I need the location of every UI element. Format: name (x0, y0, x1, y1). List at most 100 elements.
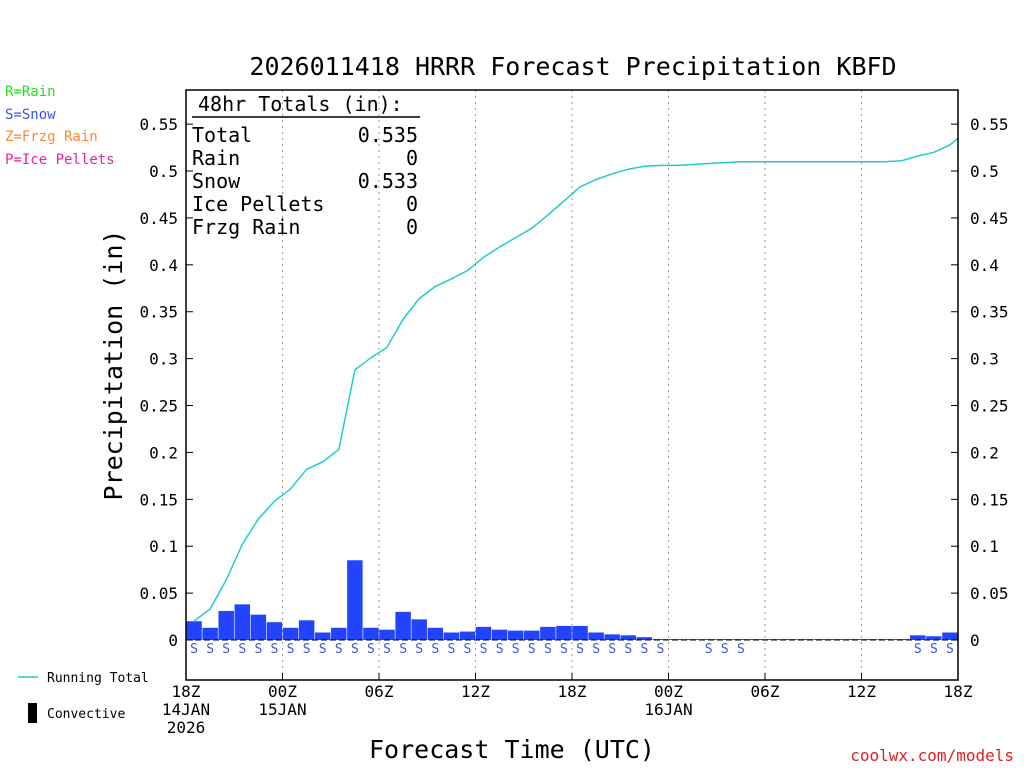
snow-marker: S (415, 642, 423, 657)
totals-row-value: 0 (406, 192, 418, 216)
totals-row-value: 0.533 (358, 169, 418, 193)
precip-bar (202, 627, 218, 640)
snow-marker: S (238, 642, 246, 657)
snow-marker: S (447, 642, 455, 657)
precip-bar (652, 639, 669, 640)
snow-marker: S (287, 642, 295, 657)
y-tick-label: 0.15 (970, 490, 1009, 509)
precip-bar (797, 639, 813, 640)
snow-marker: S (335, 642, 343, 657)
precip-bar (910, 635, 926, 640)
totals-row-label: Rain (192, 146, 240, 170)
y-tick-label: 0.3 (149, 350, 178, 369)
snow-marker: S (496, 642, 504, 657)
precip-type-legend: R=Rain S=Snow Z=Frzg Rain P=Ice Pellets (5, 84, 115, 168)
y-tick-label: 0.15 (139, 490, 178, 509)
snow-marker: S (190, 642, 198, 657)
snow-marker: S (528, 642, 536, 657)
precip-bar (282, 627, 299, 640)
precip-bar (942, 632, 958, 640)
precip-bar (314, 632, 331, 640)
x-tick-label: 18Z (558, 682, 587, 701)
precip-bar (266, 622, 283, 640)
precip-bar (186, 621, 202, 640)
x-tick-label: 2026 (167, 718, 206, 737)
y-tick-label: 0.55 (139, 115, 178, 134)
snow-marker: S (271, 642, 279, 657)
snow-marker: S (640, 642, 648, 657)
snow-marker: S (576, 642, 584, 657)
precip-bar (717, 639, 733, 640)
precip-bar (524, 630, 540, 640)
precip-bar (379, 629, 395, 640)
y-tick-label: 0.35 (970, 303, 1009, 322)
precip-bar (588, 632, 604, 640)
snow-marker: S (657, 642, 665, 657)
y-tick-label: 0.45 (970, 209, 1009, 228)
x-tick-label: 12Z (847, 682, 876, 701)
snow-marker: S (222, 642, 230, 657)
precip-bar (572, 625, 588, 640)
snow-marker: S (431, 642, 439, 657)
precip-bar (926, 636, 942, 640)
y-tick-label: 0.05 (970, 584, 1009, 603)
snow-marker: S (544, 642, 552, 657)
convective-legend-swatch (28, 703, 37, 723)
y-tick-label: 0 (168, 631, 178, 650)
precip-bar (443, 632, 460, 640)
precip-bar (877, 639, 894, 640)
legend-ice-pellets: P=Ice Pellets (5, 152, 115, 168)
x-tick-label: 18Z (172, 682, 201, 701)
x-tick-label: 06Z (365, 682, 394, 701)
snow-marker: S (721, 642, 729, 657)
precip-bar (234, 604, 251, 640)
precip-bar (556, 625, 572, 640)
x-tick-label: 14JAN (162, 700, 210, 719)
series-legend: Running Total Convective (18, 671, 149, 723)
credit-text: coolwx.com/models (850, 746, 1014, 765)
precip-bar (620, 635, 637, 640)
snow-marker: S (464, 642, 472, 657)
snow-marker: S (399, 642, 407, 657)
x-tick-label: 15JAN (258, 700, 306, 719)
totals-row-label: Snow (192, 169, 241, 193)
precip-bar (218, 610, 234, 640)
snow-marker: S (303, 642, 311, 657)
y-tick-label: 0.05 (139, 584, 178, 603)
snow-marker: S (383, 642, 391, 657)
precip-bar (861, 639, 878, 640)
legend-rain: R=Rain (5, 84, 56, 100)
precip-bar (604, 634, 620, 640)
totals-heading: 48hr Totals (in): (198, 92, 403, 116)
snow-marker: S (367, 642, 375, 657)
running-total-line (193, 137, 959, 622)
totals-row-label: Ice Pellets (192, 192, 324, 216)
snow-marker: S (914, 642, 922, 657)
x-tick-label: 16JAN (644, 700, 692, 719)
y-tick-label: 0.25 (970, 397, 1009, 416)
precip-bar (427, 627, 444, 640)
y-axis-ticks: 0 00.05 0.050.1 0.10.15 0.150.2 0.20.25 0.250.… (139, 115, 1008, 650)
totals-row-value: 0 (406, 215, 418, 239)
y-tick-label: 0.5 (970, 162, 999, 181)
convective-legend-label: Convective (47, 707, 125, 722)
x-tick-label: 12Z (461, 682, 490, 701)
precip-bar (363, 627, 379, 640)
snow-marker: S (608, 642, 616, 657)
y-tick-label: 0.1 (149, 537, 178, 556)
totals-box: 48hr Totals (in): Total 0.535 Rain 0 Sno… (192, 92, 420, 239)
snow-marker: S (705, 642, 713, 657)
vertical-gridlines (282, 90, 862, 680)
y-tick-label: 0.25 (139, 397, 178, 416)
precip-bar (540, 626, 556, 640)
legend-frzg-rain: Z=Frzg Rain (5, 129, 98, 145)
precip-bar (636, 637, 653, 640)
totals-row-label: Total (192, 123, 252, 147)
y-tick-label: 0.2 (970, 443, 999, 462)
totals-row-value: 0.535 (358, 123, 418, 147)
running-total-legend-label: Running Total (47, 671, 149, 686)
x-axis-label: Forecast Time (UTC) (369, 735, 655, 764)
